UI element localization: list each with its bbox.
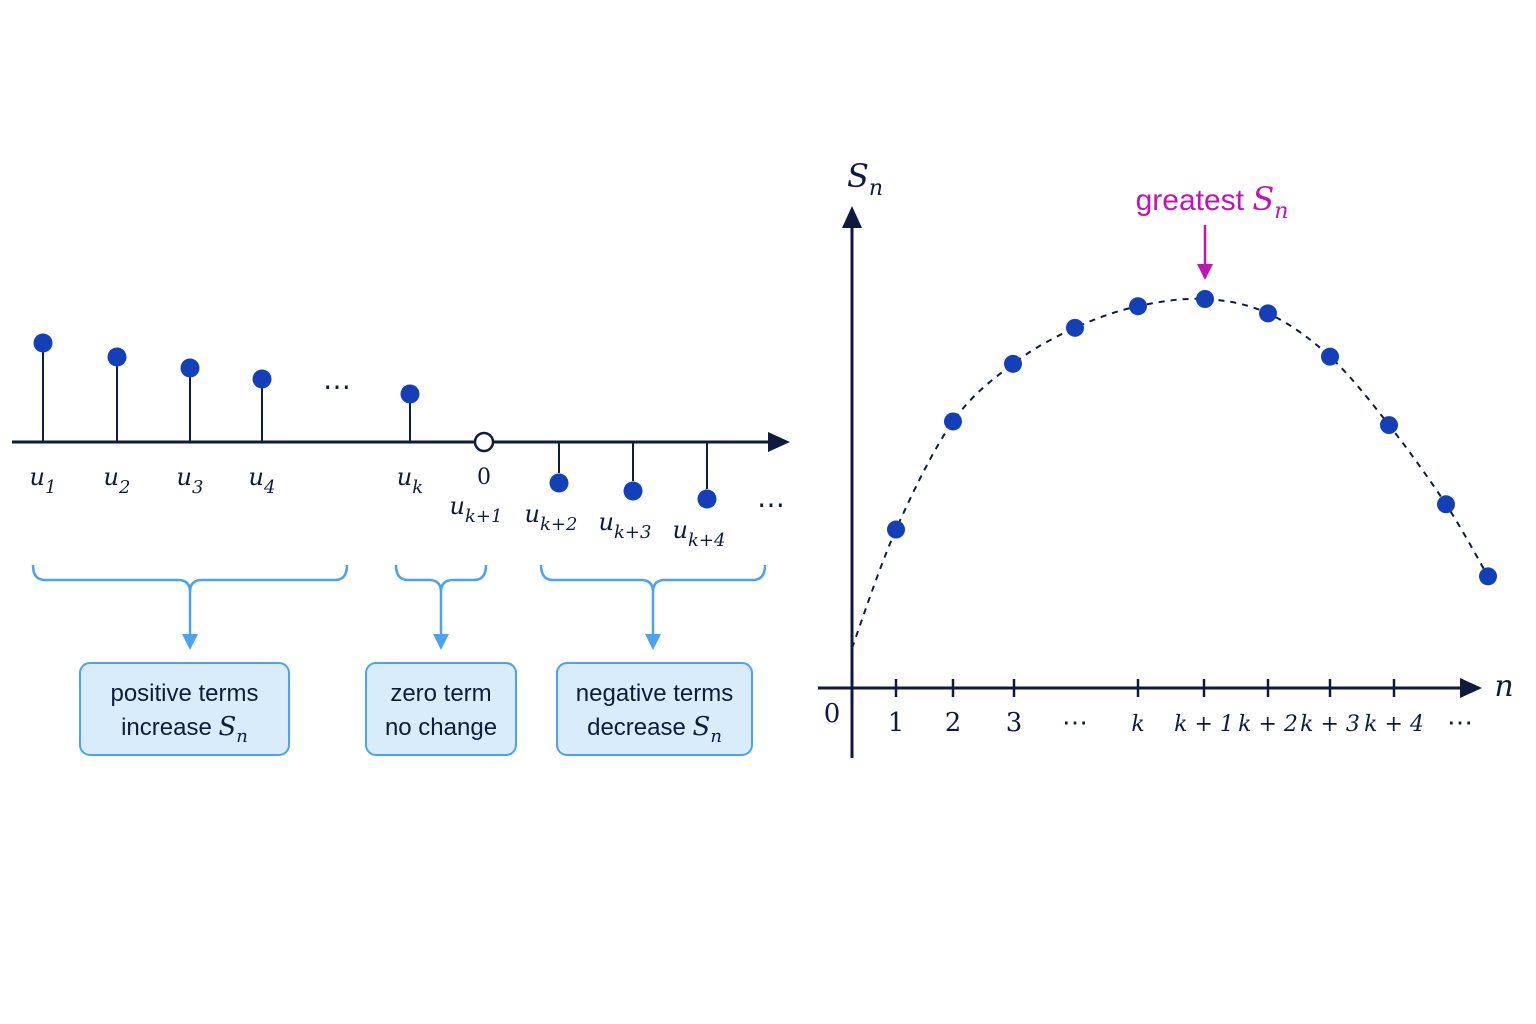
zero-group-arrow bbox=[433, 634, 449, 650]
zero-value-label: 0 bbox=[477, 465, 491, 490]
term-dot bbox=[623, 481, 643, 501]
partial-sum-point bbox=[1259, 304, 1277, 323]
trend-curve bbox=[851, 297, 1489, 649]
x-tick-label: k + 2 bbox=[1238, 712, 1298, 737]
y-axis-label: Sn bbox=[847, 157, 883, 201]
x-tick-label: ⋯ bbox=[1062, 708, 1088, 738]
origin-label: 0 bbox=[824, 699, 841, 729]
term-label: uk+2 bbox=[525, 500, 578, 535]
zero-group-line2: no change bbox=[385, 714, 497, 741]
negative-group-line1: negative terms bbox=[576, 680, 733, 707]
term-dot bbox=[180, 358, 200, 378]
greatest-sum-label: greatest Sn bbox=[1136, 180, 1289, 224]
term-number-line: u1 u2 u3 u4 uk uk+1 uk+2 uk+3 uk+4 ⋯ ⋯ 0 positiv… bbox=[12, 333, 790, 756]
term-label: uk bbox=[397, 463, 423, 498]
negative-group-line2: decrease Sn bbox=[587, 712, 722, 747]
x-tick-label: 1 bbox=[888, 708, 905, 738]
term-dot bbox=[33, 333, 53, 353]
x-tick-label: k bbox=[1131, 712, 1144, 737]
negative-group-arrow bbox=[645, 634, 661, 650]
term-dot bbox=[697, 489, 717, 509]
term-label: uk+4 bbox=[673, 516, 726, 551]
term-label: uk+1 bbox=[450, 492, 503, 527]
positive-group-arrow bbox=[182, 634, 198, 650]
negative-group-bracket bbox=[539, 564, 767, 636]
x-tick-label: 2 bbox=[945, 708, 962, 738]
x-tick-label: k + 3 bbox=[1300, 712, 1360, 737]
partial-sum-point bbox=[1066, 318, 1084, 337]
partial-sum-point bbox=[1129, 297, 1147, 316]
partial-sum-point bbox=[1437, 495, 1455, 514]
number-line-arrowhead bbox=[768, 432, 790, 452]
partial-sum-point bbox=[1321, 347, 1339, 366]
term-label: u2 bbox=[104, 463, 131, 498]
negative-group-box bbox=[556, 662, 753, 756]
zero-group-box bbox=[365, 662, 517, 756]
ellipsis-end: ⋯ bbox=[757, 488, 785, 521]
x-tick-label: k + 4 bbox=[1364, 712, 1424, 737]
term-dot bbox=[252, 369, 272, 389]
zero-term-marker bbox=[473, 431, 495, 453]
partial-sum-point bbox=[887, 520, 905, 539]
term-dot bbox=[107, 347, 127, 367]
x-axis-arrowhead bbox=[1460, 678, 1482, 698]
x-tick-label: ⋯ bbox=[1447, 708, 1473, 738]
term-label: uk+3 bbox=[599, 508, 652, 543]
ellipsis-middle: ⋯ bbox=[323, 370, 351, 403]
partial-sum-point bbox=[1196, 290, 1214, 308]
positive-group-line1: positive terms bbox=[110, 680, 258, 707]
term-label: u3 bbox=[177, 463, 204, 498]
term-label: u4 bbox=[249, 463, 276, 498]
positive-group-box bbox=[79, 662, 290, 756]
positive-group-line2: increase Sn bbox=[121, 712, 248, 747]
y-axis-arrowhead bbox=[842, 206, 862, 228]
x-axis-label: n bbox=[1494, 669, 1513, 704]
partial-sum-point bbox=[944, 412, 962, 431]
positive-group-bracket bbox=[31, 564, 349, 636]
zero-group-bracket bbox=[394, 564, 488, 636]
term-label: u1 bbox=[30, 463, 57, 498]
x-tick-label: k + 1 bbox=[1174, 712, 1234, 737]
partial-sum-point bbox=[1479, 567, 1497, 586]
partial-sum-point bbox=[1380, 416, 1398, 435]
term-dot bbox=[400, 384, 420, 404]
greatest-sum-arrowhead bbox=[1197, 264, 1213, 280]
x-tick-label: 3 bbox=[1006, 708, 1023, 738]
partial-sum-point bbox=[1004, 354, 1022, 373]
zero-group-line1: zero term bbox=[390, 680, 491, 707]
term-dot bbox=[549, 473, 569, 493]
